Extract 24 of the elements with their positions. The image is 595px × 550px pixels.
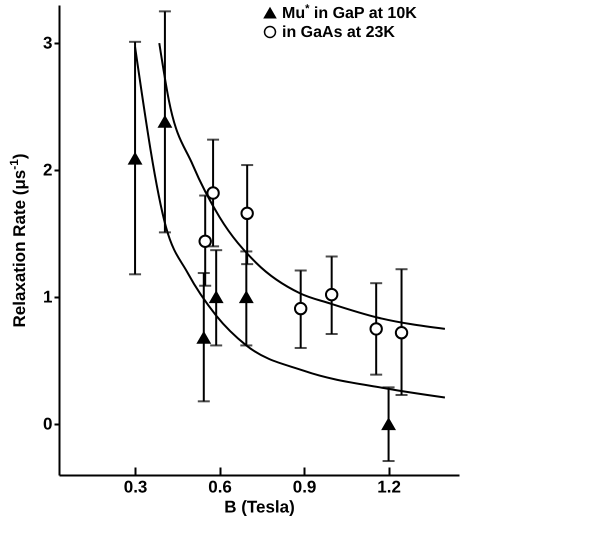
y-tick-label: 1 <box>43 288 52 307</box>
y-tick-label: 3 <box>43 34 52 53</box>
point <box>128 152 142 165</box>
point <box>394 326 408 340</box>
y-tick-label: 0 <box>43 414 52 434</box>
point <box>197 332 210 344</box>
point <box>240 206 254 220</box>
point <box>209 291 223 304</box>
x-tick-label: 0.3 <box>124 478 148 496</box>
point <box>294 302 308 316</box>
point <box>382 418 396 430</box>
x-tick-label: 0.9 <box>292 478 316 496</box>
point <box>369 322 383 336</box>
point <box>324 288 338 302</box>
y-tick-label: 2 <box>43 160 52 180</box>
legend-label: in GaAs at 23K <box>282 24 396 41</box>
x-axis-title: B (Tesla) <box>224 498 295 516</box>
x-tick-label: 0.6 <box>208 478 232 496</box>
point <box>158 116 172 128</box>
legend-label: Mu$^{*}$ in GaP at 10K <box>282 3 418 22</box>
x-tick-label: 1.2 <box>377 478 401 496</box>
point <box>206 186 220 200</box>
point <box>198 234 212 248</box>
point <box>240 291 254 304</box>
